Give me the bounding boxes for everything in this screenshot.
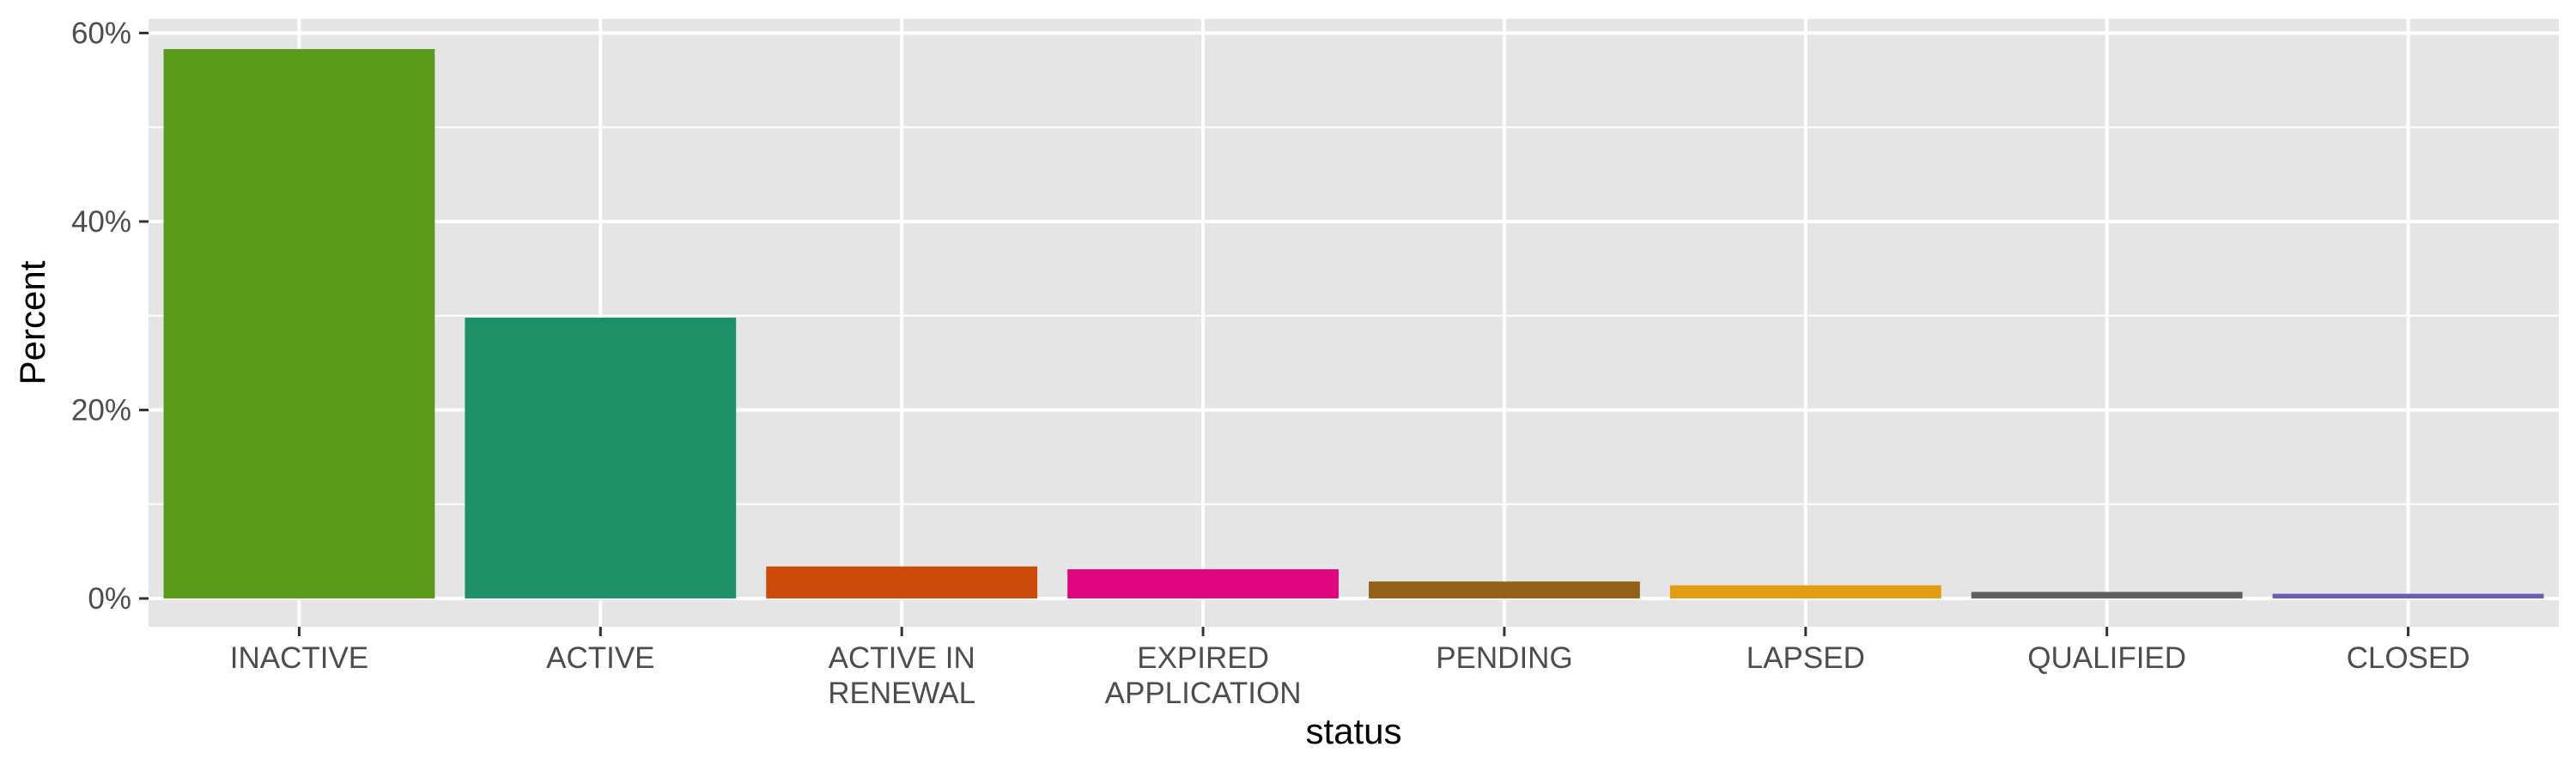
x-tick-label: ACTIVE IN RENEWAL (828, 641, 975, 710)
y-axis: 0% 20% 40% 60% (71, 16, 149, 616)
y-tick-label: 0% (88, 582, 131, 616)
bar (766, 566, 1038, 599)
bar (1067, 569, 1339, 599)
x-tick-label: PENDING (1436, 641, 1572, 675)
bar (1971, 592, 2243, 599)
y-tick-label: 20% (71, 394, 131, 428)
bar (163, 49, 435, 599)
y-tick-label: 60% (71, 16, 131, 50)
x-tick-label: INACTIVE (230, 641, 368, 675)
x-tick-label: ACTIVE (546, 641, 654, 675)
y-tick-label: 40% (71, 205, 131, 239)
x-tick-label: CLOSED (2347, 641, 2470, 675)
x-axis: INACTIVE ACTIVE ACTIVE IN RENEWAL EXPIRED APP… (230, 627, 2470, 710)
bar (2272, 593, 2544, 599)
bar (1369, 581, 1640, 599)
bars (163, 49, 2544, 599)
x-tick-label: EXPIRED APPLICATION (1105, 641, 1302, 710)
x-tick-label: LAPSED (1747, 641, 1865, 675)
bar (1669, 585, 1941, 599)
x-axis-title: status (1305, 711, 1401, 751)
y-axis-title: Percent (12, 260, 52, 385)
bar (465, 317, 737, 599)
x-tick-label: QUALIFIED (2027, 641, 2186, 675)
